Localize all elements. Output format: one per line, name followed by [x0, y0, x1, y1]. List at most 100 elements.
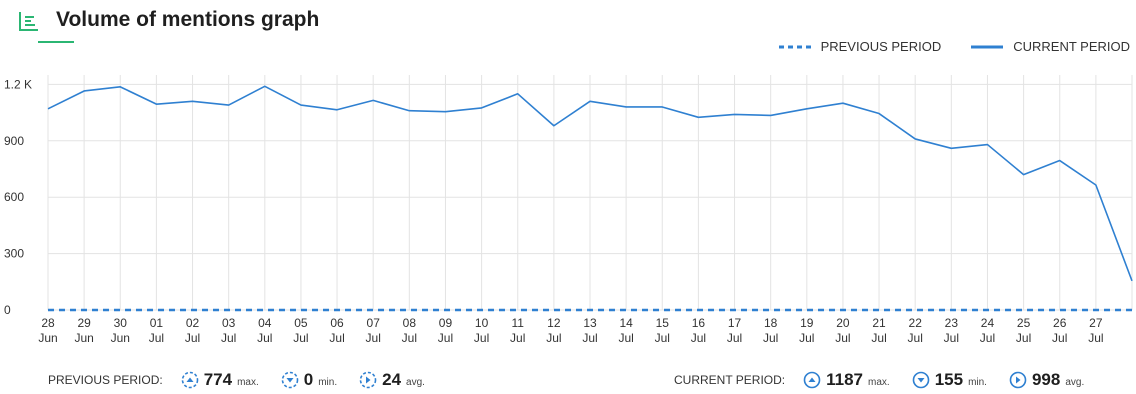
x-tick-label-day: 03: [222, 316, 236, 330]
chart-legend: PREVIOUS PERIOD CURRENT PERIOD: [749, 39, 1130, 54]
x-tick-label-month: Jul: [474, 331, 489, 345]
x-tick-label-day: 20: [836, 316, 850, 330]
x-tick-label-day: 09: [439, 316, 453, 330]
stat-unit: min.: [318, 377, 338, 388]
x-tick-label-day: 08: [403, 316, 417, 330]
x-tick-label-day: 28: [41, 316, 55, 330]
stat-unit: avg.: [1065, 377, 1085, 388]
x-tick-label-month: Jul: [1016, 331, 1031, 345]
x-tick-label-month: Jul: [835, 331, 850, 345]
x-tick-label-day: 16: [692, 316, 706, 330]
x-tick-label-day: 02: [186, 316, 200, 330]
circle-up-icon: [803, 371, 821, 389]
x-tick-label-day: 27: [1089, 316, 1103, 330]
x-tick-label-day: 13: [583, 316, 597, 330]
stat-unit: min.: [968, 377, 987, 388]
x-tick-label-month: Jul: [510, 331, 525, 345]
x-tick-label-day: 18: [764, 316, 778, 330]
stats-current-label: CURRENT PERIOD:: [674, 373, 786, 387]
y-tick-label: 900: [4, 134, 24, 148]
x-tick-label-day: 17: [728, 316, 742, 330]
x-tick-label-day: 11: [511, 316, 524, 330]
x-tick-label-day: 30: [114, 316, 128, 330]
stat-value: 998: [1031, 370, 1061, 389]
x-tick-label-month: Jul: [366, 331, 381, 345]
stat-previous-max: 774 max.: [181, 370, 259, 390]
stats-previous-label: PREVIOUS PERIOD:: [48, 373, 163, 387]
x-tick-label-month: Jul: [438, 331, 453, 345]
dashed-circle-down-icon: [281, 371, 299, 389]
dashed-circle-up-icon: [181, 371, 199, 389]
x-tick-label-month: Jul: [402, 331, 417, 345]
x-tick-label-day: 12: [547, 316, 561, 330]
stat-value: 24: [382, 370, 402, 389]
x-tick-label-month: Jul: [1088, 331, 1103, 345]
x-tick-label-month: Jul: [980, 331, 995, 345]
x-tick-label-month: Jul: [293, 331, 308, 345]
x-tick-label-month: Jun: [38, 331, 57, 345]
x-tick-label-month: Jun: [74, 331, 93, 345]
x-tick-label-day: 26: [1053, 316, 1067, 330]
stats-previous: PREVIOUS PERIOD: 774 max. 0 min. 24 avg.: [48, 370, 447, 390]
x-tick-label-day: 05: [294, 316, 308, 330]
stat-unit: avg.: [406, 377, 425, 388]
x-tick-label-month: Jul: [944, 331, 959, 345]
x-tick-label-day: 29: [77, 316, 91, 330]
y-tick-label: 0: [4, 303, 11, 317]
x-tick-label-day: 23: [945, 316, 959, 330]
x-tick-label-month: Jul: [727, 331, 742, 345]
x-tick-label-month: Jul: [329, 331, 344, 345]
stat-value: 774: [203, 370, 233, 389]
stat-current-min: 155 min.: [912, 370, 987, 390]
stat-previous-avg: 24 avg.: [359, 370, 425, 390]
solid-line-icon: [971, 45, 1004, 48]
stat-unit: max.: [868, 377, 890, 388]
stat-value: 1187: [826, 370, 864, 389]
x-tick-label-month: Jul: [149, 331, 164, 345]
x-tick-label-month: Jul: [799, 331, 814, 345]
x-tick-label-month: Jun: [111, 331, 130, 345]
x-tick-label-day: 19: [800, 316, 814, 330]
x-tick-label-day: 07: [367, 316, 381, 330]
x-tick-label-day: 24: [981, 316, 995, 330]
title-underline: [38, 41, 74, 43]
x-tick-label-month: Jul: [221, 331, 236, 345]
x-tick-label-day: 04: [258, 316, 272, 330]
stat-unit: max.: [237, 377, 259, 388]
chart-icon: [19, 12, 38, 31]
x-tick-label-month: Jul: [185, 331, 200, 345]
x-tick-label-month: Jul: [1052, 331, 1067, 345]
legend-label-current: CURRENT PERIOD: [1013, 39, 1130, 54]
x-tick-label-day: 14: [619, 316, 633, 330]
x-tick-label-day: 01: [150, 316, 164, 330]
x-tick-label-month: Jul: [871, 331, 886, 345]
stat-previous-min: 0 min.: [281, 370, 337, 390]
legend-item-previous[interactable]: PREVIOUS PERIOD: [778, 39, 942, 54]
x-tick-label-day: 22: [909, 316, 923, 330]
stats-bar: PREVIOUS PERIOD: 774 max. 0 min. 24 avg.: [0, 370, 1136, 390]
x-tick-label-day: 21: [872, 316, 886, 330]
stat-value: 0: [303, 370, 314, 389]
x-tick-label-month: Jul: [763, 331, 778, 345]
circle-right-icon: [1009, 371, 1027, 389]
series-line-current: [47, 85, 1133, 282]
stat-current-avg: 998 avg.: [1009, 370, 1084, 390]
x-tick-label-month: Jul: [257, 331, 272, 345]
x-tick-label-month: Jul: [691, 331, 706, 345]
x-tick-label-day: 15: [656, 316, 670, 330]
stat-value: 155: [934, 370, 964, 389]
y-tick-label: 300: [4, 247, 24, 261]
page-title: Volume of mentions graph: [56, 8, 320, 31]
stat-current-max: 1187 max.: [803, 370, 890, 390]
legend-label-previous: PREVIOUS PERIOD: [820, 39, 942, 54]
x-tick-label-month: Jul: [546, 331, 561, 345]
x-tick-label-month: Jul: [582, 331, 597, 345]
legend-item-current[interactable]: CURRENT PERIOD: [971, 39, 1130, 54]
y-tick-label: 1.2 K: [4, 77, 32, 91]
x-tick-label-month: Jul: [618, 331, 633, 345]
y-tick-label: 600: [4, 190, 24, 204]
stats-current: CURRENT PERIOD: 1187 max. 155 min. 998 a…: [674, 370, 1084, 390]
x-tick-label-day: 25: [1017, 316, 1031, 330]
dashed-line-icon: [778, 45, 811, 48]
